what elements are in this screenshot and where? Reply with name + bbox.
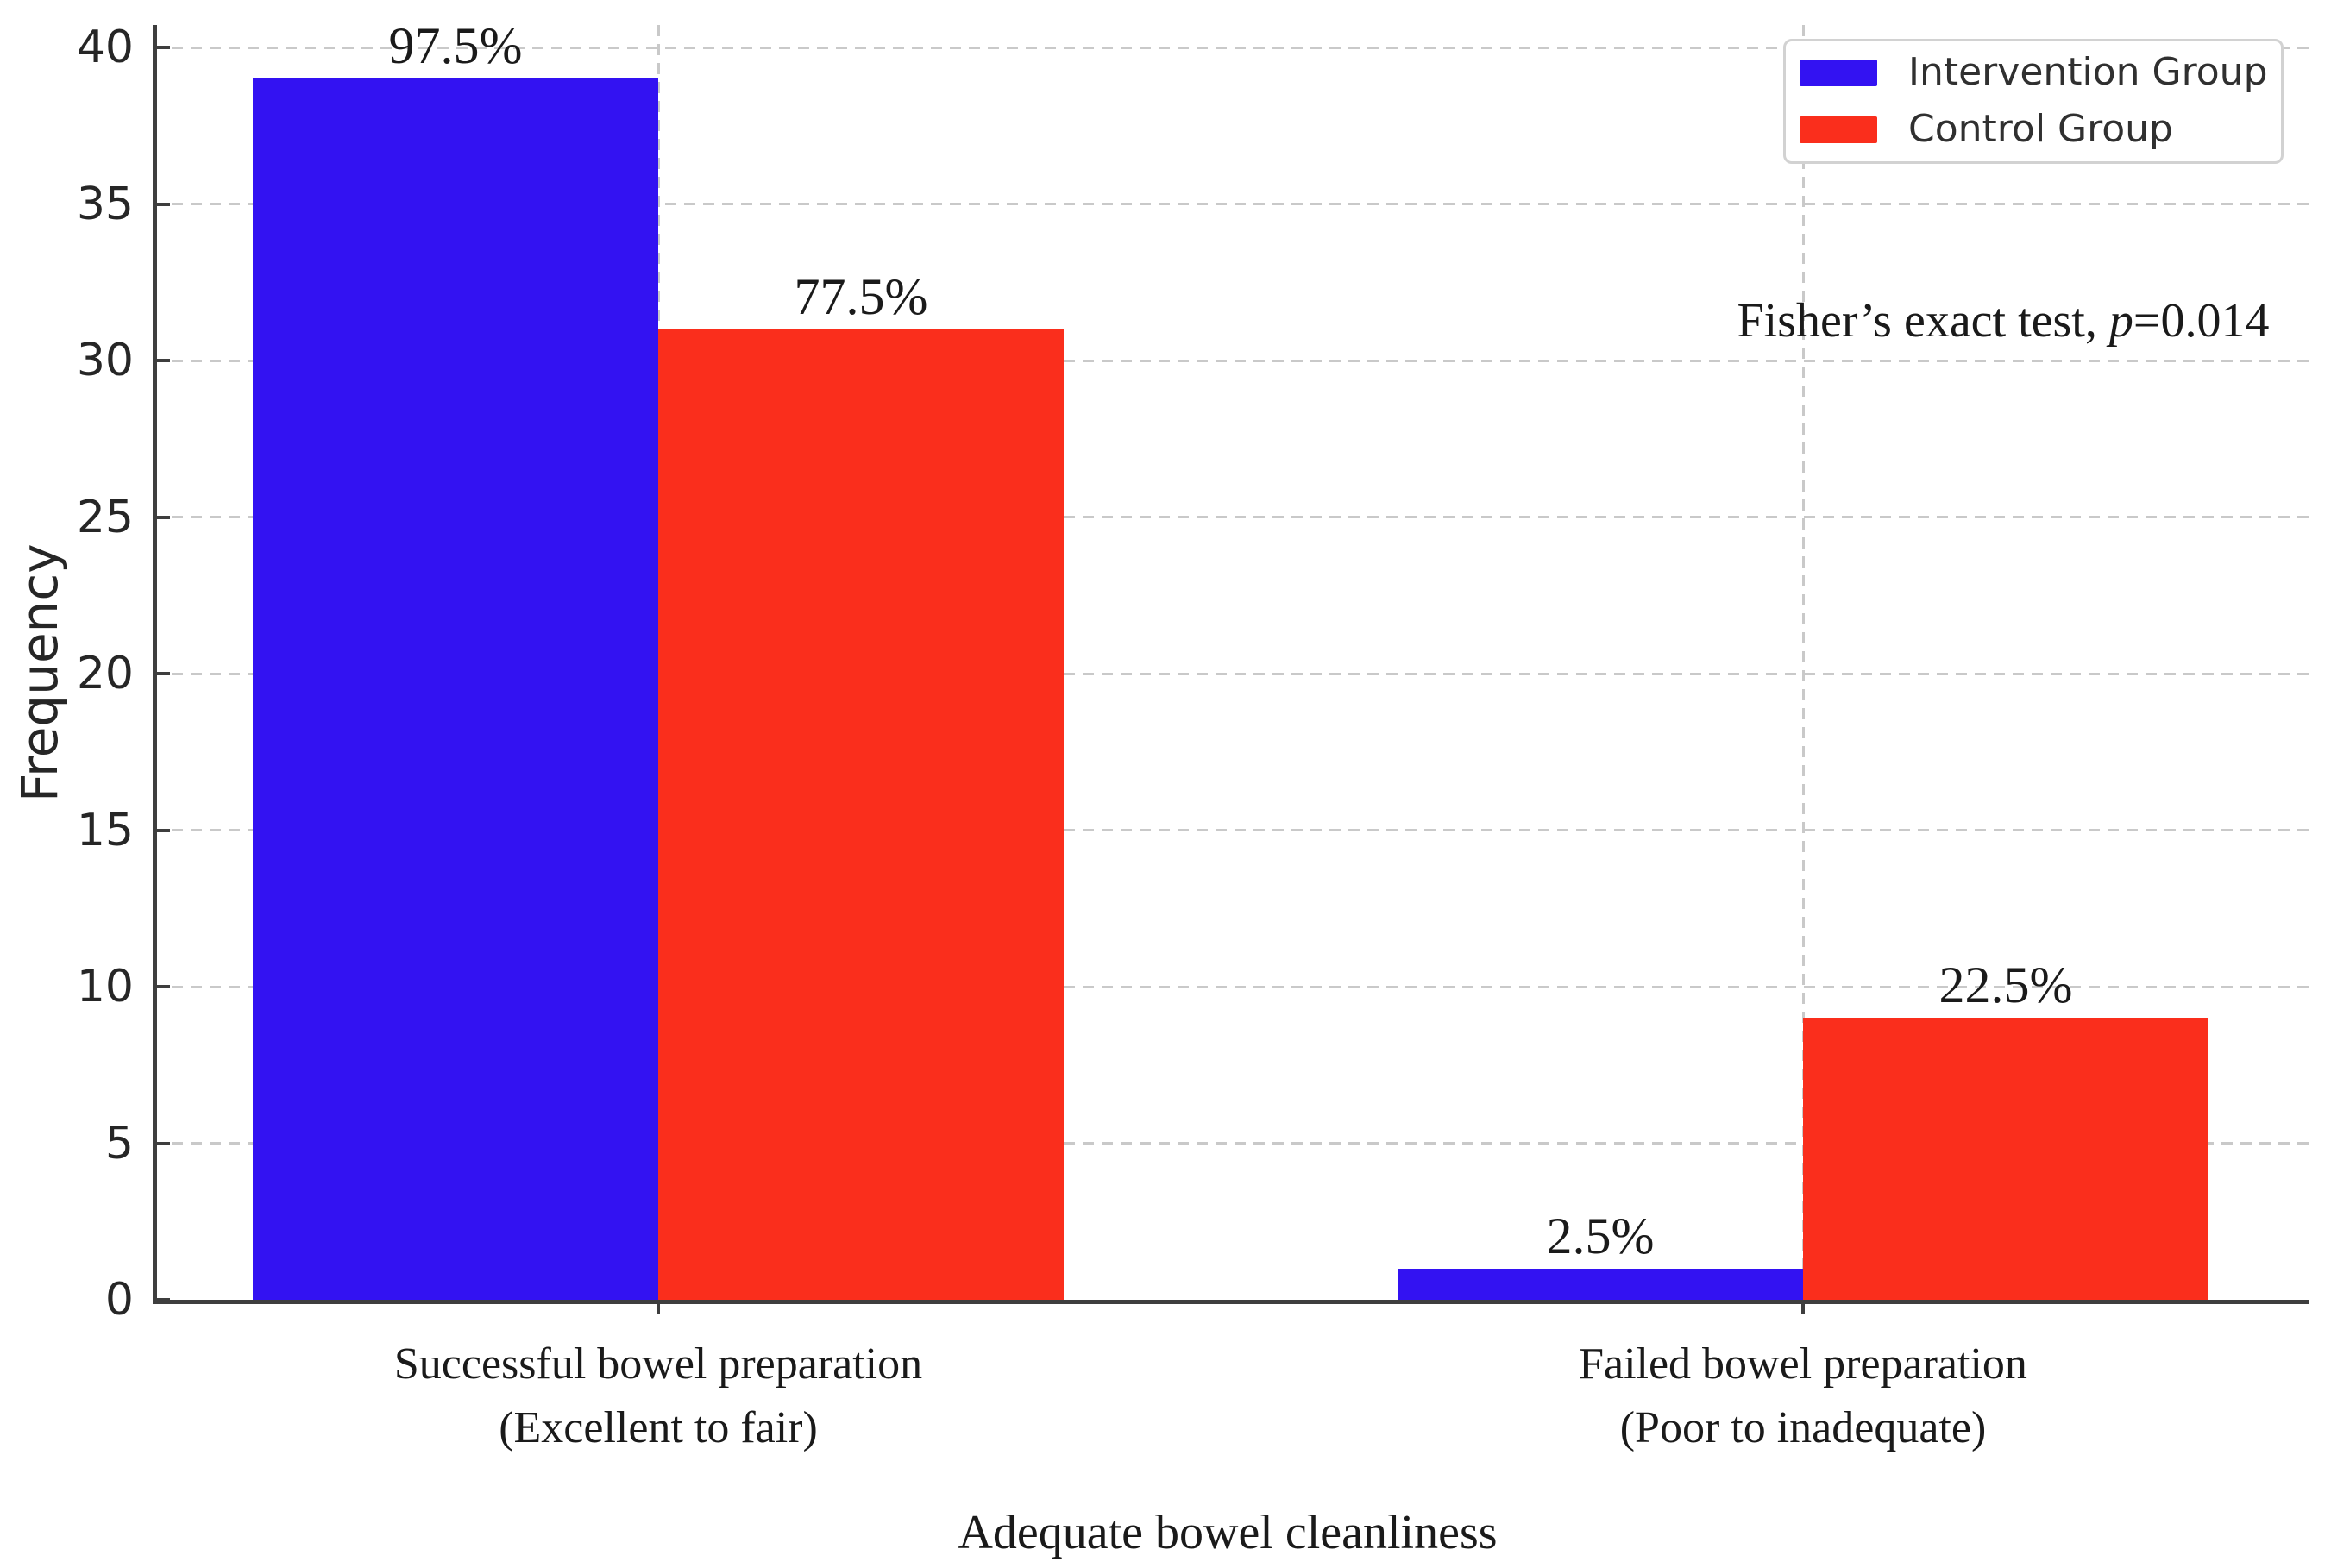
x-axis-title: Adequate bowel cleanliness bbox=[958, 1506, 1498, 1559]
y-tick-label-35: 35 bbox=[76, 178, 134, 230]
annotation-p-symbol: p bbox=[2108, 294, 2133, 348]
category-label-2: Failed bowel preparation (Poor to inadequ… bbox=[1579, 1333, 2027, 1460]
category-label-2-line-1: Failed bowel preparation bbox=[1579, 1339, 2027, 1389]
y-tick-20 bbox=[153, 672, 170, 675]
y-tick-30 bbox=[153, 359, 170, 362]
y-tick-label-5: 5 bbox=[104, 1117, 134, 1170]
legend: Intervention Group Control Group bbox=[1783, 39, 2284, 164]
y-tick-label-40: 40 bbox=[76, 22, 134, 73]
bar-intervention-group-group-1 bbox=[253, 78, 658, 1300]
data-label-77.5%: 77.5% bbox=[794, 268, 928, 325]
data-label-97.5%: 97.5% bbox=[388, 17, 523, 74]
gridline-y-40 bbox=[153, 46, 2309, 49]
legend-label-intervention: Intervention Group bbox=[1908, 50, 2268, 94]
y-tick-label-15: 15 bbox=[76, 804, 134, 856]
y-tick-25 bbox=[153, 515, 170, 519]
intervention-color-swatch bbox=[1800, 59, 1877, 86]
y-axis-spine bbox=[153, 25, 157, 1304]
bar-intervention-group-group-2 bbox=[1398, 1269, 1803, 1300]
gridline-x-category-2 bbox=[1801, 25, 1805, 1300]
y-tick-0 bbox=[153, 1298, 170, 1301]
category-label-1-line-1: Successful bowel preparation bbox=[393, 1339, 923, 1389]
gridline-y-5 bbox=[153, 1142, 2309, 1145]
y-tick-label-20: 20 bbox=[76, 648, 134, 699]
fisher-test-annotation: Fisher’s exact test, p=0.014 bbox=[1737, 293, 2270, 348]
category-label-1: Successful bowel preparation (Excellent t… bbox=[394, 1333, 922, 1460]
y-tick-15 bbox=[153, 828, 170, 832]
legend-item-control: Control Group bbox=[1800, 110, 2281, 148]
y-tick-40 bbox=[153, 46, 170, 49]
category-label-1-line-2: (Excellent to fair) bbox=[499, 1403, 818, 1452]
gridline-y-15 bbox=[153, 829, 2309, 831]
x-tick-category-2 bbox=[1801, 1300, 1805, 1314]
y-axis-title: Frequency bbox=[10, 543, 69, 802]
gridline-y-35 bbox=[153, 203, 2309, 205]
x-tick-category-1 bbox=[657, 1300, 660, 1314]
annotation-p-value: =0.014 bbox=[2133, 294, 2270, 348]
legend-label-control: Control Group bbox=[1908, 107, 2173, 151]
bar-control-group-group-1 bbox=[658, 329, 1064, 1300]
gridline-y-10 bbox=[153, 985, 2309, 988]
annotation-text: Fisher’s exact test, bbox=[1737, 294, 2109, 348]
gridline-y-30 bbox=[153, 359, 2309, 362]
y-tick-label-0: 0 bbox=[104, 1274, 134, 1326]
gridline-y-20 bbox=[153, 672, 2309, 675]
category-label-2-line-2: (Poor to inadequate) bbox=[1619, 1403, 1987, 1452]
y-tick-label-25: 25 bbox=[76, 491, 134, 543]
y-tick-35 bbox=[153, 202, 170, 206]
bar-control-group-group-2 bbox=[1803, 1018, 2208, 1300]
y-tick-label-10: 10 bbox=[76, 961, 134, 1013]
legend-item-intervention: Intervention Group bbox=[1800, 53, 2281, 91]
control-color-swatch bbox=[1800, 116, 1877, 143]
y-tick-10 bbox=[153, 985, 170, 988]
data-label-2.5%: 2.5% bbox=[1546, 1207, 1655, 1264]
y-tick-5 bbox=[153, 1141, 170, 1145]
x-axis-spine bbox=[153, 1300, 2309, 1304]
y-tick-label-30: 30 bbox=[76, 335, 134, 386]
gridline-y-25 bbox=[153, 516, 2309, 518]
data-label-22.5%: 22.5% bbox=[1938, 956, 2073, 1013]
